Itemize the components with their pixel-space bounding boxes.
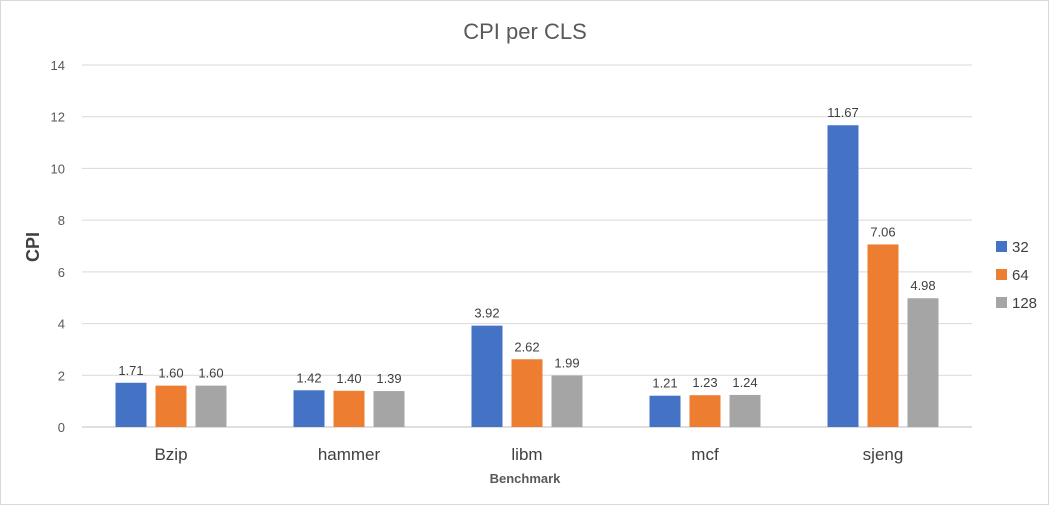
bar-64-hammer [333,390,365,427]
chart-title: CPI per CLS [463,19,587,44]
x-category-label: mcf [691,445,719,464]
bar-32-mcf [649,395,681,427]
x-category-label: libm [511,445,542,464]
x-axis-categories: Bzip hammer libm mcf sjeng [154,445,903,464]
bar-64-mcf [689,395,721,427]
data-label: 1.40 [336,371,361,386]
bar-128-mcf [729,394,761,427]
legend-swatch [996,241,1007,252]
y-tick-label: 2 [58,368,65,383]
data-label: 3.92 [474,306,499,321]
y-tick-label: 6 [58,265,65,280]
data-label: 4.98 [910,278,935,293]
bar-64-libm [511,359,543,427]
bar-32-hammer [293,390,325,427]
data-label: 2.62 [514,339,539,354]
x-category-label: hammer [318,445,381,464]
data-label: 1.23 [692,375,717,390]
data-label: 1.99 [554,356,579,371]
legend-label: 64 [1012,267,1029,284]
legend-label: 128 [1012,295,1037,312]
x-category-label: Bzip [154,445,187,464]
data-label: 1.60 [158,366,183,381]
data-label: 1.60 [198,366,223,381]
y-axis-title: CPI [23,232,43,262]
y-tick-label: 14 [51,58,65,73]
data-label: 1.39 [376,371,401,386]
x-axis-title: Benchmark [490,471,562,486]
bar-128-libm [551,375,583,427]
data-label: 1.21 [652,376,677,391]
data-label: 7.06 [870,224,895,239]
bar-128-hammer [373,391,405,427]
y-tick-label: 4 [58,317,65,332]
data-labels: 1.71 1.60 1.60 1.42 1.40 1.39 3.92 2.62 1.99 1.21… [118,105,935,390]
bar-64-Bzip [155,385,187,427]
data-label: 1.24 [732,375,757,390]
bar-32-sjeng [827,125,859,428]
bar-64-sjeng [867,244,899,427]
y-tick-label: 8 [58,213,65,228]
data-label: 1.71 [118,363,143,378]
bars [115,125,939,428]
y-axis-ticks: 0 2 4 6 8 10 12 14 [51,58,65,435]
bar-32-libm [471,325,503,427]
bar-128-Bzip [195,385,227,427]
x-category-label: sjeng [863,445,904,464]
bar-128-sjeng [907,298,939,427]
gridlines [82,64,972,428]
data-label: 11.67 [827,105,859,120]
bar-32-Bzip [115,382,147,427]
y-tick-label: 0 [58,420,65,435]
legend: 32 64 128 [996,239,1037,312]
y-tick-label: 10 [51,161,65,176]
legend-swatch [996,269,1007,280]
data-label: 1.42 [296,370,321,385]
legend-swatch [996,297,1007,308]
y-tick-label: 12 [51,110,65,125]
legend-label: 32 [1012,239,1029,256]
